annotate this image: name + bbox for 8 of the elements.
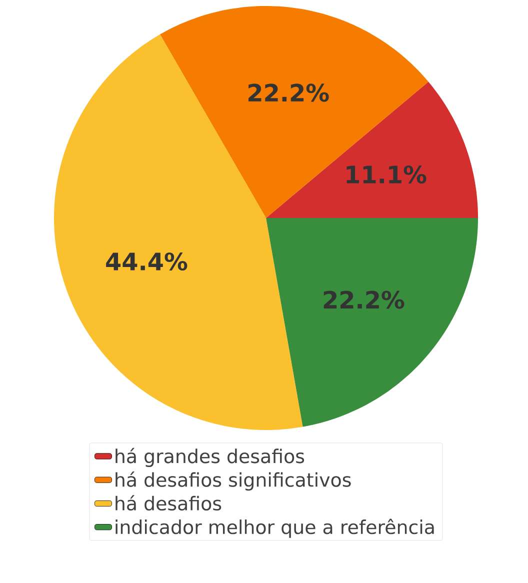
data-label: 11.1% [346, 165, 426, 184]
legend-label: há desafios [116, 495, 222, 511]
data-label: 22.2% [324, 290, 404, 309]
legend-label: indicador melhor que a referência [116, 518, 434, 538]
data-label: 22.2% [248, 84, 329, 102]
data-label: 44.4% [106, 252, 188, 271]
legend-label: há desafios significativos [116, 472, 351, 491]
legend-label: há grandes desafios [116, 448, 304, 467]
